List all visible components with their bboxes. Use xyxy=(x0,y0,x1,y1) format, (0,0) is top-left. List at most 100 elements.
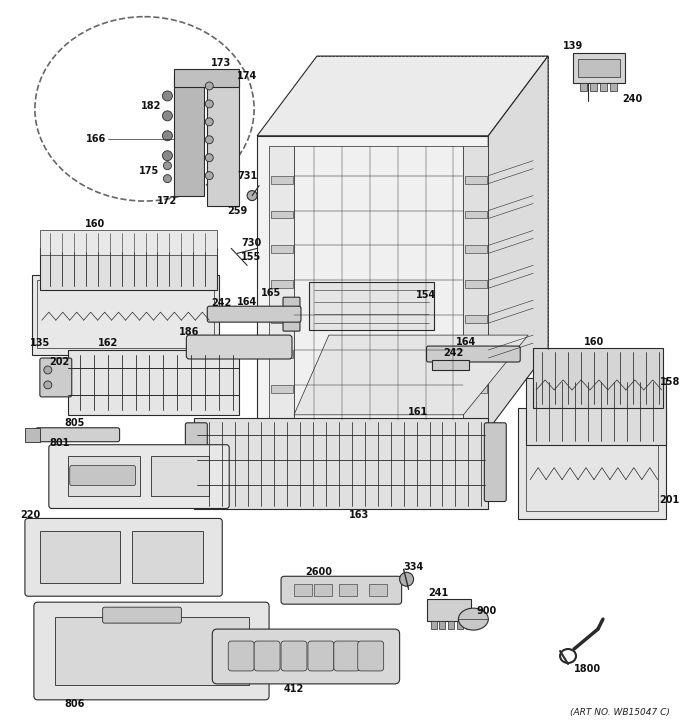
Bar xyxy=(458,621,463,629)
Text: 182: 182 xyxy=(141,101,162,111)
FancyBboxPatch shape xyxy=(186,423,207,502)
Text: 165: 165 xyxy=(261,289,282,298)
Bar xyxy=(369,584,387,596)
Polygon shape xyxy=(269,146,294,420)
Bar xyxy=(439,621,445,629)
Text: 900: 900 xyxy=(476,606,496,616)
Circle shape xyxy=(163,162,171,170)
FancyBboxPatch shape xyxy=(25,518,222,596)
Bar xyxy=(465,385,488,393)
Bar xyxy=(432,360,469,370)
Polygon shape xyxy=(309,282,434,330)
Bar xyxy=(465,245,488,253)
Polygon shape xyxy=(533,348,663,408)
Polygon shape xyxy=(68,350,239,415)
Text: 173: 173 xyxy=(211,58,231,68)
Polygon shape xyxy=(294,146,463,420)
Bar xyxy=(465,175,488,183)
FancyBboxPatch shape xyxy=(34,602,269,700)
Text: 730: 730 xyxy=(241,239,261,249)
Bar xyxy=(174,69,239,87)
Circle shape xyxy=(163,151,173,161)
Bar xyxy=(40,531,120,583)
Polygon shape xyxy=(174,76,204,196)
Bar xyxy=(224,310,262,320)
FancyBboxPatch shape xyxy=(228,641,254,671)
Polygon shape xyxy=(257,56,548,136)
Bar xyxy=(465,315,488,323)
Polygon shape xyxy=(518,408,666,519)
Circle shape xyxy=(205,172,214,180)
FancyBboxPatch shape xyxy=(207,306,301,322)
Polygon shape xyxy=(40,249,217,290)
Bar xyxy=(573,53,625,83)
Bar xyxy=(426,599,471,621)
Text: 241: 241 xyxy=(428,588,449,598)
Bar xyxy=(580,83,587,91)
Text: 334: 334 xyxy=(403,563,424,572)
Text: 240: 240 xyxy=(623,94,643,104)
Circle shape xyxy=(163,175,171,183)
Bar xyxy=(600,83,607,91)
Polygon shape xyxy=(257,136,488,430)
Bar xyxy=(578,59,620,77)
Bar xyxy=(55,617,249,685)
Text: (ART NO. WB15047 C): (ART NO. WB15047 C) xyxy=(570,708,670,717)
Text: 1800: 1800 xyxy=(575,664,602,674)
Circle shape xyxy=(247,191,257,201)
Bar xyxy=(37,281,214,348)
Polygon shape xyxy=(40,231,217,255)
Bar xyxy=(590,83,597,91)
Text: 259: 259 xyxy=(227,205,248,215)
Text: 166: 166 xyxy=(86,134,106,144)
Text: 186: 186 xyxy=(179,327,199,337)
FancyBboxPatch shape xyxy=(70,465,135,486)
Bar xyxy=(466,621,473,629)
Bar xyxy=(271,210,293,218)
FancyBboxPatch shape xyxy=(212,629,400,684)
Text: 412: 412 xyxy=(284,684,304,694)
Polygon shape xyxy=(526,378,666,444)
Bar xyxy=(68,456,139,496)
Text: 162: 162 xyxy=(97,338,118,348)
Polygon shape xyxy=(488,56,548,430)
Bar xyxy=(271,315,293,323)
Bar xyxy=(430,621,437,629)
Text: 160: 160 xyxy=(84,220,105,230)
Text: 154: 154 xyxy=(416,290,437,300)
Text: 805: 805 xyxy=(65,418,85,428)
FancyBboxPatch shape xyxy=(426,346,520,362)
Circle shape xyxy=(163,111,173,121)
Bar xyxy=(448,621,454,629)
Polygon shape xyxy=(294,335,528,415)
Bar xyxy=(465,210,488,218)
Text: 242: 242 xyxy=(211,298,231,308)
Text: 135: 135 xyxy=(30,338,50,348)
FancyBboxPatch shape xyxy=(283,297,300,331)
Circle shape xyxy=(205,136,214,144)
Circle shape xyxy=(163,130,173,141)
Text: 158: 158 xyxy=(660,377,680,387)
Bar xyxy=(294,584,312,596)
Text: 731: 731 xyxy=(237,170,257,181)
Bar xyxy=(271,385,293,393)
Bar xyxy=(465,350,488,358)
Bar xyxy=(25,428,40,442)
Text: 164: 164 xyxy=(237,297,257,307)
Bar xyxy=(131,531,203,583)
Text: 155: 155 xyxy=(241,252,261,262)
Text: 242: 242 xyxy=(443,348,464,358)
FancyBboxPatch shape xyxy=(281,576,402,604)
FancyBboxPatch shape xyxy=(358,641,384,671)
Circle shape xyxy=(400,572,413,587)
FancyBboxPatch shape xyxy=(254,641,280,671)
Circle shape xyxy=(531,420,545,435)
Bar xyxy=(271,245,293,253)
Circle shape xyxy=(205,118,214,126)
Text: 172: 172 xyxy=(157,196,177,206)
Circle shape xyxy=(205,154,214,162)
Bar xyxy=(152,456,209,496)
Circle shape xyxy=(44,381,52,389)
FancyBboxPatch shape xyxy=(484,423,507,502)
Bar xyxy=(526,416,658,512)
